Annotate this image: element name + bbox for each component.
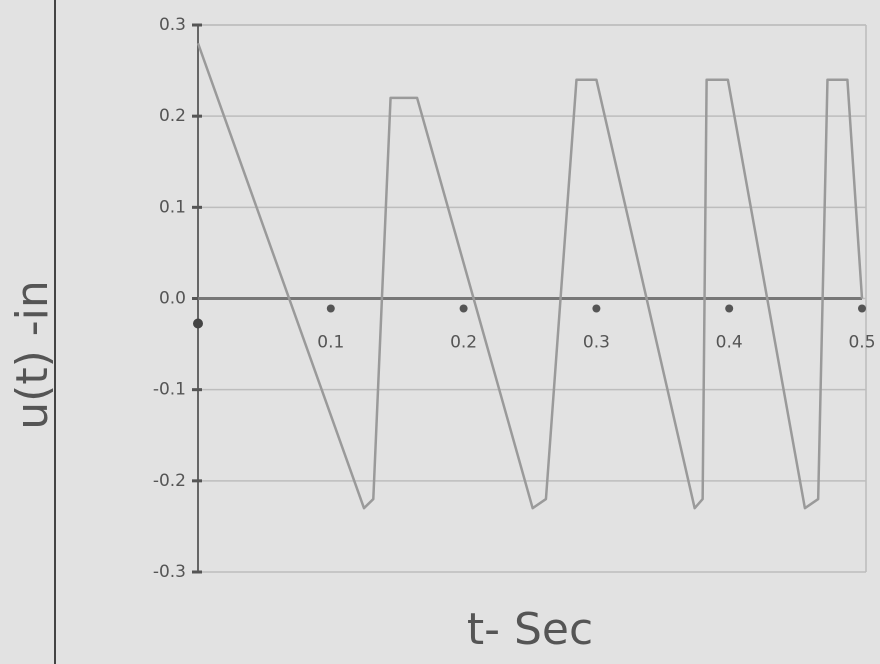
x-tick-label: 0.1 [317,333,344,353]
y-axis-label: u(t) -in [7,280,58,429]
x-tick-label: 0.4 [716,333,743,353]
y-tick-label: 0.3 [159,15,186,35]
y-tick-label: -0.2 [153,471,186,491]
x-tick-label: 0.3 [583,333,610,353]
x-tick [592,305,600,313]
y-tick-label: -0.1 [153,380,186,400]
paper [0,0,880,664]
origin-dot [193,319,203,329]
x-tick-label: 0.2 [450,333,477,353]
y-tick-label: 0.1 [159,197,186,217]
x-tick [327,305,335,313]
y-tick-label: 0.2 [159,106,186,126]
x-axis-label: t- Sec [467,604,593,655]
y-tick-label: -0.3 [153,562,186,582]
chart: u(t) -in t- Sec 0.3 0.2 0.1 0.0 -0.1 -0.2 -0.3… [0,0,880,664]
y-tick-label: 0.0 [159,289,186,309]
x-tick [725,305,733,313]
x-tick [460,305,468,313]
x-tick-label: 0.5 [848,333,875,353]
x-tick [858,305,866,313]
